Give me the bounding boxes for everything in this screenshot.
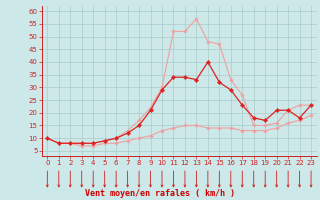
Text: Vent moyen/en rafales ( km/h ): Vent moyen/en rafales ( km/h ) (85, 189, 235, 198)
